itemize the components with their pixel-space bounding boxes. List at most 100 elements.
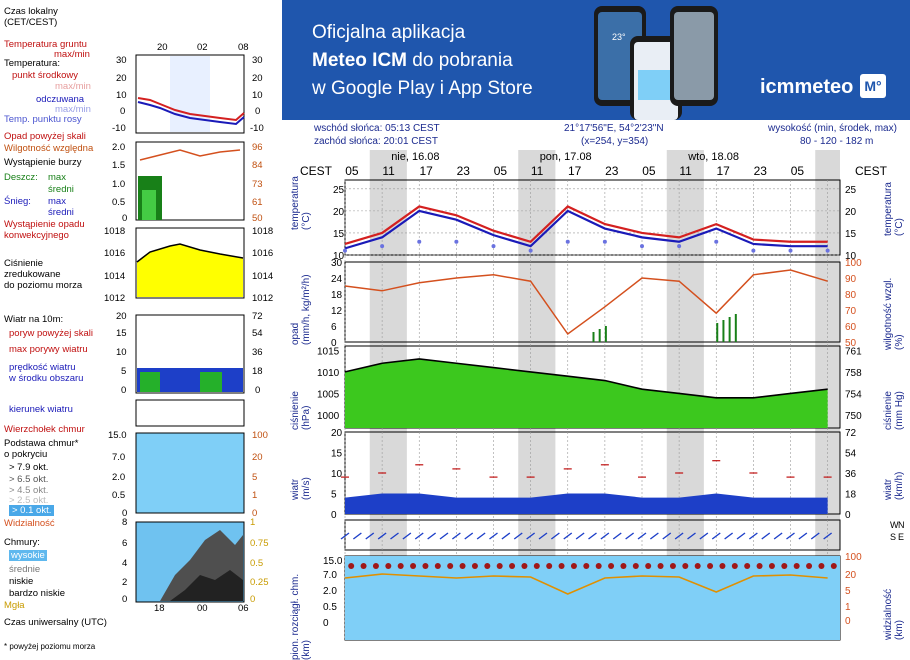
temp-tick-r-0: 25 [845, 185, 857, 196]
dew-point-dot [380, 244, 385, 249]
temp-tick-2: 15 [333, 229, 345, 240]
hum-tick-1: 90 [845, 274, 857, 285]
wind-arrow [773, 532, 783, 540]
wind-arrow [414, 532, 424, 540]
legend-wind-axis-5: 0 [121, 385, 127, 396]
wind-tick-r-0: 72 [845, 428, 857, 439]
legend-wind-10m: Wiatr na 10m: [4, 314, 64, 325]
legend-storm: Wystąpienie burzy [4, 157, 82, 168]
dew-point-dot [640, 244, 644, 249]
legend-temp-axis-r2: 20 [252, 73, 263, 84]
legend-vis-axis-3: 5 [252, 472, 258, 483]
vis-tick-3: 0 [845, 616, 851, 627]
legend-vane: Wierzchołek chmur [4, 424, 85, 435]
cloud-top-dot [459, 563, 466, 569]
dew-point-dot [343, 248, 347, 253]
legend-press-axis-1: 1018 [104, 226, 126, 237]
cloud-top-dot [360, 563, 367, 569]
legend-wind-dir: kierunek wiatru [9, 404, 73, 415]
wind-arrow [451, 532, 461, 540]
cloud-top-dot [484, 563, 491, 569]
phone-temp-label: 23° [612, 32, 626, 42]
tz-left: CEST [300, 164, 333, 178]
legend-max-min-2: max/min [55, 104, 91, 115]
wind-tick-r-2: 36 [845, 469, 857, 480]
day-label-2: wto, 18.08 [687, 151, 739, 163]
label-temp: temperatura (°C) [290, 176, 312, 230]
legend-footnote: * powyżej poziomu morza [4, 642, 96, 651]
legend-press-axis-4: 1012 [104, 293, 126, 304]
app-promo-banner[interactable]: Oficjalna aplikacja Meteo ICM do pobrani… [282, 0, 910, 120]
legend-vis-axis-1: 100 [252, 430, 268, 441]
banner-app-name: Meteo ICM [312, 50, 407, 71]
cloud-top-dot [521, 563, 528, 569]
hour-label-5: 11 [531, 164, 544, 178]
wind-arrow [823, 532, 833, 540]
dew-point-dot [677, 244, 682, 249]
legend-temp-axis-r4: 0 [255, 106, 261, 117]
cloud-top-dot [372, 563, 379, 569]
wind-arrow [390, 532, 399, 540]
legend-temp-axis-r5: -10 [250, 123, 264, 134]
dew-point-dot [454, 239, 459, 244]
legend-mini-charts [135, 54, 245, 603]
cb-tick-3: 0.5 [323, 602, 337, 613]
wind-arrow [588, 532, 597, 540]
cloud-top-dot [496, 563, 503, 569]
wind-tick-2: 10 [331, 469, 343, 480]
cloud-top-dot [558, 563, 565, 569]
legend-cl-axis-r4: 0.25 [250, 577, 269, 588]
wind-arrow [340, 532, 350, 540]
day-label-1: pon, 17.08 [540, 151, 592, 163]
dew-point-dot [751, 248, 756, 253]
legend-vis-axis-4: 1 [252, 490, 258, 501]
legend-wind-axis-r3: 36 [252, 347, 263, 358]
wind-arrow [600, 532, 610, 540]
wind-arrow [649, 532, 659, 540]
legend-rain-avg: średni [48, 184, 74, 195]
cloud-top-dot [410, 563, 417, 569]
visibility-line [344, 573, 828, 595]
dew-point-dot [565, 239, 570, 244]
hour-label-0: 05 [345, 164, 359, 178]
cloud-top-dot [719, 563, 726, 569]
wind-arrow [736, 532, 746, 540]
wind-arrow [761, 532, 771, 540]
legend-press-axis-3: 1014 [104, 271, 126, 282]
hour-label-3: 23 [457, 164, 471, 178]
wind-arrow [575, 532, 585, 540]
wind-tick-r-4: 0 [845, 510, 851, 521]
label-press: ciśnienie (hPa) [290, 391, 312, 430]
legend-soil-temp-sub: max/min [54, 49, 90, 60]
hum-tick-0: 100 [845, 258, 862, 269]
legend-rain-max: max [48, 172, 66, 183]
dew-point-dot [602, 239, 607, 244]
legend-hum-axis-2: 84 [252, 160, 263, 171]
wind-tick-0: 20 [331, 428, 343, 439]
cloud-top-dot [694, 563, 701, 569]
vis-tick-2: 1 [845, 602, 851, 613]
legend-rain-axis-2: 1.5 [112, 160, 126, 171]
legend-wind-axis-r2: 54 [252, 328, 263, 339]
wind-arrow [637, 532, 647, 540]
legend-wind-axis-r5: 0 [255, 385, 261, 396]
legend-cl-axis-r3: 0.5 [250, 558, 264, 569]
legend-cl-axis-1: 8 [122, 517, 128, 528]
legend-press-axis-r3: 1014 [252, 271, 274, 282]
legend-dew-point: Temp. punktu rosy [4, 114, 82, 125]
legend-pressure: Ciśnienie zredukowane do poziomu morza [4, 258, 83, 291]
cloud-top-dot [595, 563, 602, 569]
dew-point-dot [714, 239, 719, 244]
cloud-top-dot [533, 563, 540, 569]
temp-series-1 [344, 209, 828, 250]
dew-point-dot [417, 239, 422, 244]
press-tick-r-3: 750 [845, 411, 862, 422]
legend-temp-axis-r1: 30 [252, 55, 263, 66]
wind-arrow [625, 532, 635, 540]
legend-convective: Wystąpienie opadu konwekcyjnego [4, 219, 85, 241]
legend-rain-axis-3: 1.0 [112, 179, 126, 190]
legend-press-axis-r2: 1016 [252, 248, 274, 259]
label-vis: widzialność (km) [883, 588, 905, 640]
legend-press-axis-r4: 1012 [252, 293, 274, 304]
wind-tick-4: 0 [331, 510, 337, 521]
